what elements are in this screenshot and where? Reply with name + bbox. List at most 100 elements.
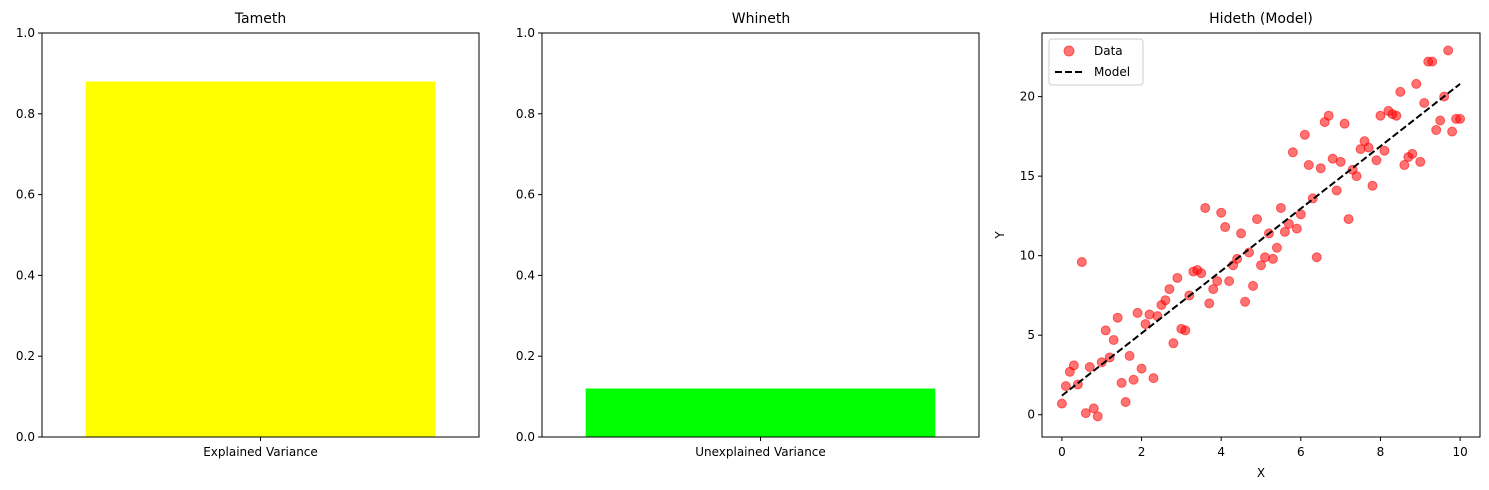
data-point <box>1315 163 1326 174</box>
y-tick-label: 1.0 <box>516 26 535 40</box>
y-axis-ticks: 0.0 0.2 0.4 0.6 0.8 1.0 <box>516 26 542 444</box>
data-point <box>1447 126 1458 137</box>
data-point <box>1248 280 1259 291</box>
data-points <box>1056 45 1466 422</box>
chart-title: Tameth <box>234 11 286 27</box>
data-point <box>1092 411 1103 422</box>
x-tick-label: 6 <box>1297 445 1305 459</box>
data-point <box>1200 202 1211 213</box>
chart-unexplained-variance: Whineth 0.0 0.2 0.4 0.6 0.8 1.0 Unexplained V… <box>516 11 980 459</box>
data-point <box>1455 113 1466 124</box>
data-point <box>1267 253 1278 264</box>
data-point <box>1128 374 1139 385</box>
data-point <box>1148 373 1159 384</box>
data-point <box>1096 357 1107 368</box>
data-point <box>1303 160 1314 171</box>
y-tick-label: 0.6 <box>516 188 535 202</box>
chart-title: Hideth (Model) <box>1209 11 1313 27</box>
plot-frame <box>41 32 480 438</box>
x-tick-label: 2 <box>1138 445 1146 459</box>
data-point <box>1060 381 1071 392</box>
data-point <box>1287 147 1298 158</box>
chart-title: Whineth <box>732 11 790 27</box>
data-point <box>1391 110 1402 121</box>
data-point <box>1144 309 1155 320</box>
data-point <box>1311 252 1322 263</box>
data-point <box>1224 276 1235 287</box>
data-point <box>1256 260 1266 271</box>
data-point <box>1208 284 1219 295</box>
data-point <box>1068 360 1079 371</box>
x-tick-label: 10 <box>1452 445 1467 459</box>
bar-series <box>585 388 936 437</box>
y-tick-label: 0.4 <box>516 268 535 282</box>
data-point <box>1399 160 1410 171</box>
data-point <box>1076 257 1087 268</box>
data-point <box>1172 272 1183 283</box>
data-point <box>1124 350 1135 361</box>
data-point <box>1220 222 1231 233</box>
y-axis-ticks: 0.0 0.2 0.4 0.6 0.8 1.0 <box>16 26 42 444</box>
model-line-path <box>1061 83 1461 397</box>
data-point <box>1351 171 1362 182</box>
data-point <box>1443 45 1454 56</box>
data-point <box>1339 118 1350 129</box>
data-point <box>1371 155 1382 166</box>
data-point <box>1407 148 1418 159</box>
plot-frame <box>1041 32 1481 438</box>
y-tick-label: 0.8 <box>516 107 535 121</box>
data-point <box>1056 398 1067 409</box>
data-point <box>1180 325 1191 336</box>
x-tick-label: 4 <box>1217 445 1225 459</box>
x-tick-label: 8 <box>1377 445 1385 459</box>
chart-model-scatter: Hideth (Model) 0 5 10 15 20 0 2 4 6 8 10 X Y Data… <box>993 11 1481 480</box>
data-point <box>1084 362 1095 373</box>
data-point <box>1236 228 1247 239</box>
data-point <box>1196 268 1207 279</box>
model-line <box>1061 83 1461 397</box>
data-point <box>1283 218 1294 229</box>
y-tick-label: 0.0 <box>16 430 35 444</box>
legend-marker-data <box>1063 45 1075 57</box>
plot-frame <box>541 32 980 438</box>
x-axis-ticks: Unexplained Variance <box>695 437 826 459</box>
y-tick-label: 15 <box>1020 169 1035 183</box>
y-tick-label: 0.4 <box>16 268 35 282</box>
y-tick-label: 10 <box>1020 249 1035 263</box>
data-point <box>1411 78 1422 89</box>
legend-label-data: Data <box>1094 44 1123 58</box>
y-axis-label: Y <box>993 231 1007 240</box>
x-axis-label: X <box>1257 466 1265 480</box>
data-point <box>1136 363 1147 374</box>
y-tick-label: 5 <box>1027 328 1035 342</box>
data-point <box>1379 145 1390 156</box>
data-point <box>1427 56 1438 67</box>
data-point <box>1291 223 1302 234</box>
data-point <box>1331 185 1342 196</box>
data-point <box>1435 115 1446 126</box>
y-tick-label: 0.8 <box>16 107 35 121</box>
x-tick-label: 0 <box>1058 445 1066 459</box>
bar-series <box>85 81 436 437</box>
data-point <box>1132 307 1143 318</box>
data-point <box>1271 242 1282 253</box>
data-point <box>1252 214 1263 225</box>
x-tick-label: Explained Variance <box>203 445 318 459</box>
y-tick-label: 1.0 <box>16 26 35 40</box>
data-point <box>1112 312 1123 323</box>
chart-explained-variance: Tameth 0.0 0.2 0.4 0.6 0.8 1.0 Explained Vari… <box>16 11 480 459</box>
data-point <box>1279 226 1290 237</box>
data-point <box>1375 110 1386 121</box>
data-point <box>1299 129 1310 140</box>
data-point <box>1259 252 1270 263</box>
data-point <box>1120 397 1131 408</box>
data-point <box>1363 142 1374 153</box>
data-point <box>1367 180 1378 191</box>
x-axis-ticks: 0 2 4 6 8 10 <box>1058 437 1468 459</box>
data-point <box>1343 214 1354 225</box>
data-point <box>1295 209 1306 220</box>
data-point <box>1204 298 1215 309</box>
data-point <box>1212 276 1223 287</box>
data-point <box>1275 202 1286 213</box>
